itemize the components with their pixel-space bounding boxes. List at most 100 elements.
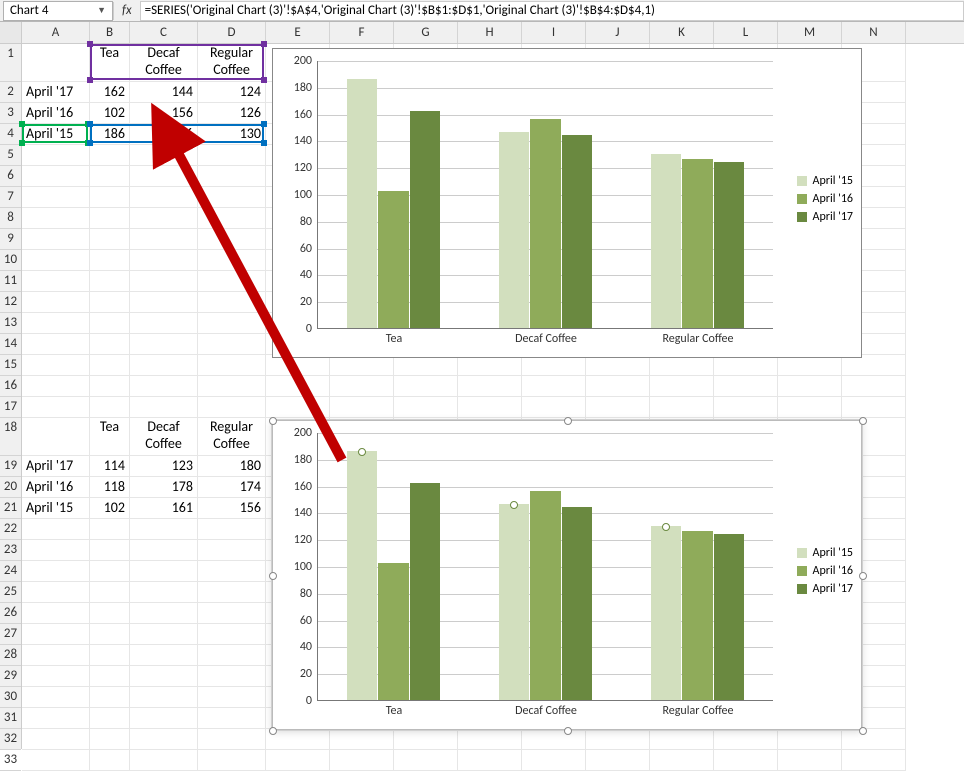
cell[interactable] [130, 376, 198, 397]
row-header-1[interactable]: 1 [0, 44, 21, 82]
cell[interactable] [22, 645, 90, 666]
cell[interactable] [90, 687, 130, 708]
bar[interactable] [651, 154, 681, 328]
cell[interactable] [458, 750, 522, 771]
cell[interactable] [22, 397, 90, 418]
cell[interactable] [330, 750, 394, 771]
cell[interactable] [650, 355, 714, 376]
range-handle[interactable] [261, 140, 267, 146]
cell[interactable] [90, 397, 130, 418]
bar[interactable] [410, 111, 440, 328]
cell[interactable] [842, 355, 906, 376]
cell[interactable] [522, 750, 586, 771]
range-handle[interactable] [87, 140, 93, 146]
name-box-dropdown-icon[interactable]: ▼ [97, 5, 106, 16]
cell[interactable] [586, 729, 650, 750]
cell[interactable] [22, 729, 90, 750]
cell[interactable]: April '16 [22, 477, 90, 498]
row-header-4[interactable]: 4 [0, 124, 21, 145]
cell[interactable] [22, 624, 90, 645]
column-header-K[interactable]: K [650, 22, 714, 43]
cell[interactable] [198, 334, 266, 355]
cell[interactable] [842, 750, 906, 771]
cell[interactable]: 161 [130, 498, 198, 519]
cell[interactable] [778, 355, 842, 376]
row-header-7[interactable]: 7 [0, 187, 21, 208]
row-header-28[interactable]: 28 [0, 645, 21, 666]
row-header-20[interactable]: 20 [0, 477, 21, 498]
row-header-24[interactable]: 24 [0, 561, 21, 582]
cell[interactable]: 144 [130, 82, 198, 103]
cell[interactable] [842, 397, 906, 418]
row-header-5[interactable]: 5 [0, 145, 21, 166]
cell[interactable] [22, 603, 90, 624]
cell[interactable] [842, 376, 906, 397]
cell[interactable]: 102 [90, 498, 130, 519]
cell[interactable] [22, 292, 90, 313]
cell[interactable] [22, 313, 90, 334]
cell[interactable] [198, 166, 266, 187]
row-header-3[interactable]: 3 [0, 103, 21, 124]
cell[interactable] [130, 250, 198, 271]
cell[interactable] [90, 750, 130, 771]
cell[interactable] [198, 397, 266, 418]
cell[interactable] [130, 292, 198, 313]
cell[interactable]: 123 [130, 456, 198, 477]
cell[interactable] [198, 729, 266, 750]
cell[interactable] [714, 376, 778, 397]
legend-item[interactable]: April '17 [797, 210, 853, 224]
cell[interactable]: RegularCoffee [198, 44, 266, 82]
cell[interactable] [198, 376, 266, 397]
bar[interactable] [347, 451, 377, 700]
cell[interactable] [22, 687, 90, 708]
cell[interactable] [198, 145, 266, 166]
cell[interactable] [522, 729, 586, 750]
cell[interactable] [90, 229, 130, 250]
cell[interactable] [130, 145, 198, 166]
row-header-11[interactable]: 11 [0, 271, 21, 292]
column-header-D[interactable]: D [198, 22, 266, 43]
cell[interactable]: 156 [130, 103, 198, 124]
chart-resize-handle[interactable] [859, 417, 867, 425]
legend-item[interactable]: April '16 [797, 192, 853, 206]
cell[interactable] [198, 687, 266, 708]
cell[interactable] [198, 208, 266, 229]
cell[interactable] [130, 355, 198, 376]
cell[interactable] [22, 561, 90, 582]
cell[interactable] [90, 334, 130, 355]
cell[interactable] [198, 229, 266, 250]
column-header-L[interactable]: L [714, 22, 778, 43]
cell[interactable] [586, 355, 650, 376]
cell[interactable] [22, 355, 90, 376]
cell[interactable]: 102 [90, 103, 130, 124]
chart-resize-handle[interactable] [859, 727, 867, 735]
cell[interactable]: DecafCoffee [130, 44, 198, 82]
cell[interactable] [198, 292, 266, 313]
cell[interactable]: RegularCoffee [198, 418, 266, 456]
chart-resize-handle[interactable] [564, 417, 572, 425]
cell[interactable]: 126 [198, 103, 266, 124]
cell[interactable]: 118 [90, 477, 130, 498]
row-header-14[interactable]: 14 [0, 334, 21, 355]
cell[interactable] [90, 292, 130, 313]
cell[interactable] [266, 397, 330, 418]
cell[interactable]: April '17 [22, 82, 90, 103]
bar[interactable] [682, 159, 712, 328]
column-header-N[interactable]: N [842, 22, 906, 43]
column-header-F[interactable]: F [330, 22, 394, 43]
bar[interactable] [714, 162, 744, 328]
row-header-17[interactable]: 17 [0, 397, 21, 418]
cell[interactable] [394, 729, 458, 750]
cell[interactable] [198, 708, 266, 729]
cell[interactable] [394, 376, 458, 397]
cell[interactable]: 180 [198, 456, 266, 477]
cell[interactable] [130, 334, 198, 355]
cell[interactable] [198, 313, 266, 334]
cell[interactable] [586, 397, 650, 418]
cell[interactable] [22, 229, 90, 250]
cell[interactable] [22, 582, 90, 603]
cell[interactable] [458, 397, 522, 418]
bar[interactable] [378, 563, 408, 700]
row-header-9[interactable]: 9 [0, 229, 21, 250]
cell[interactable] [90, 166, 130, 187]
